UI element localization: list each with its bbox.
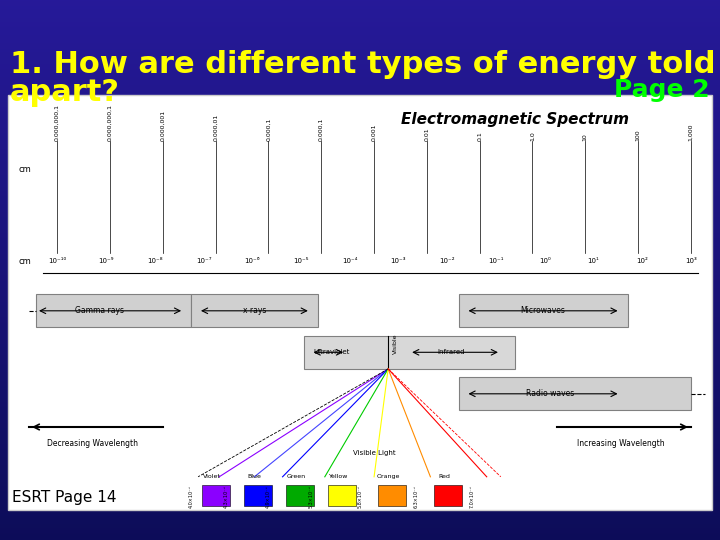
Text: Blue: Blue — [248, 474, 261, 479]
Text: 0.000,01: 0.000,01 — [213, 113, 218, 140]
Text: 0.000,000,1: 0.000,000,1 — [107, 104, 112, 140]
Text: 0.000,001: 0.000,001 — [161, 110, 166, 140]
Text: 7.0×10⁻⁵: 7.0×10⁻⁵ — [470, 485, 475, 508]
Text: cm: cm — [19, 256, 31, 266]
Text: 1.0: 1.0 — [530, 131, 535, 140]
Text: 10⁻⁹: 10⁻⁹ — [98, 258, 114, 264]
Text: Green: Green — [287, 474, 306, 479]
Text: 10⁻¹: 10⁻¹ — [488, 258, 504, 264]
Bar — [434, 485, 462, 506]
FancyBboxPatch shape — [459, 377, 691, 410]
Text: Violet: Violet — [203, 474, 221, 479]
Text: 100: 100 — [636, 129, 641, 140]
Bar — [8, 95, 712, 510]
Text: Visible: Visible — [392, 334, 397, 354]
Bar — [377, 485, 406, 506]
Text: 0.1: 0.1 — [477, 131, 482, 140]
Text: ESRT Page 14: ESRT Page 14 — [12, 490, 117, 505]
Text: Yellow: Yellow — [329, 474, 348, 479]
Text: Visible Light: Visible Light — [353, 450, 395, 456]
Text: Page 2: Page 2 — [614, 78, 710, 102]
Text: Gamma rays: Gamma rays — [75, 306, 124, 315]
Text: Decreasing Wavelength: Decreasing Wavelength — [47, 440, 138, 448]
Text: 10⁻⁷: 10⁻⁷ — [196, 258, 211, 264]
FancyBboxPatch shape — [191, 294, 318, 327]
Text: 1,000: 1,000 — [688, 123, 693, 140]
Bar — [328, 485, 356, 506]
Text: Electromagnetic Spectrum: Electromagnetic Spectrum — [401, 112, 629, 126]
Text: 10⁻⁵: 10⁻⁵ — [293, 258, 309, 264]
Text: 10¹: 10¹ — [588, 258, 599, 264]
Text: 10⁻³: 10⁻³ — [391, 258, 406, 264]
Text: 10⁻⁸: 10⁻⁸ — [147, 258, 163, 264]
Text: x rays: x rays — [243, 306, 266, 315]
FancyBboxPatch shape — [36, 294, 191, 327]
Text: 10⁻⁶: 10⁻⁶ — [244, 258, 260, 264]
Text: Microwaves: Microwaves — [521, 306, 565, 315]
Text: 10⁻⁴: 10⁻⁴ — [342, 258, 357, 264]
FancyBboxPatch shape — [459, 294, 628, 327]
Bar — [244, 485, 272, 506]
Text: 0.01: 0.01 — [424, 127, 429, 140]
Text: Red: Red — [438, 474, 451, 479]
Text: 10⁻²: 10⁻² — [439, 258, 455, 264]
Text: Infrared: Infrared — [438, 349, 465, 355]
Text: Increasing Wavelength: Increasing Wavelength — [577, 440, 665, 448]
Text: 5.8×10⁻⁵: 5.8×10⁻⁵ — [358, 485, 362, 508]
Text: 10³: 10³ — [685, 258, 697, 264]
Text: 0.000,1: 0.000,1 — [319, 117, 324, 140]
Text: 0.001: 0.001 — [372, 123, 377, 140]
Text: 10²: 10² — [636, 258, 648, 264]
Text: 4.9×10⁻⁵: 4.9×10⁻⁵ — [266, 485, 271, 508]
Text: 0.000,1: 0.000,1 — [266, 117, 271, 140]
Text: 6.3×10⁻⁵: 6.3×10⁻⁵ — [414, 485, 419, 508]
Text: 10⁰: 10⁰ — [539, 258, 551, 264]
Bar — [286, 485, 314, 506]
Text: 1. How are different types of energy told: 1. How are different types of energy tol… — [10, 50, 716, 79]
Bar — [202, 485, 230, 506]
Text: 4.0×10⁻⁵: 4.0×10⁻⁵ — [189, 485, 194, 508]
Text: 10: 10 — [582, 133, 588, 140]
FancyBboxPatch shape — [304, 336, 515, 369]
Text: Radio waves: Radio waves — [526, 389, 575, 399]
Text: 4.3×10⁻⁵: 4.3×10⁻⁵ — [224, 485, 229, 508]
Text: Orange: Orange — [377, 474, 400, 479]
Text: 10⁻¹⁰: 10⁻¹⁰ — [48, 258, 66, 264]
Text: 5.3×10⁻⁵: 5.3×10⁻⁵ — [308, 485, 313, 508]
Text: cm: cm — [19, 165, 31, 174]
Text: Ultraviolet: Ultraviolet — [314, 349, 350, 355]
Text: 0.000,000,1: 0.000,000,1 — [55, 104, 60, 140]
Text: apart?: apart? — [10, 78, 120, 107]
